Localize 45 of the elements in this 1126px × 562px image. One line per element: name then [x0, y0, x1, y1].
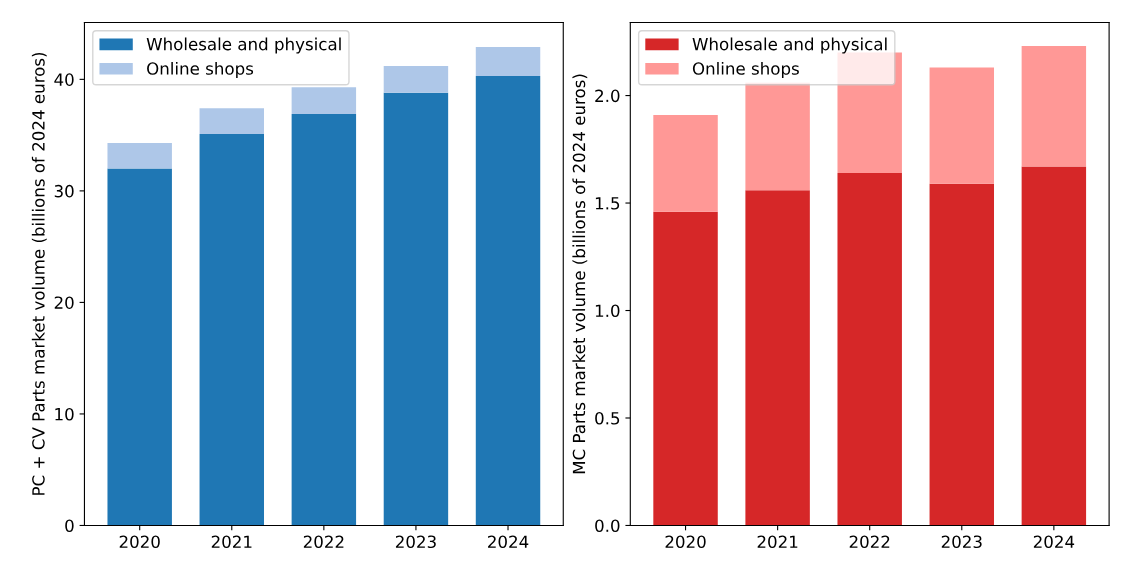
y-tick-label: 1.5: [595, 197, 620, 210]
y-tick-label: 2.0: [595, 89, 620, 103]
bar: [1021, 166, 1087, 526]
x-tick-label: 2023: [941, 535, 982, 549]
bar: [475, 47, 541, 77]
x-tick-label: 2023: [395, 535, 436, 549]
bar: [745, 190, 810, 526]
y-axis-title: PC + CV Parts market volume (billions of 2024 euros): [31, 52, 47, 495]
bar: [291, 113, 357, 526]
x-tick-label: 2021: [757, 535, 798, 549]
y-tick-label: 20: [54, 296, 74, 309]
bar: [199, 134, 264, 526]
bar: [745, 82, 810, 191]
y-tick-label: 40: [54, 73, 74, 86]
y-tick-label: 1.0: [595, 304, 620, 318]
y-tick-label: 10: [55, 407, 74, 421]
x-tick-label: 2024: [1033, 535, 1075, 549]
bar: [929, 67, 995, 184]
y-tick-label: 0: [65, 519, 74, 533]
x-tick-label: 2021: [211, 535, 252, 549]
legend-label: Online shops: [147, 61, 254, 79]
y-axis-title: MC Parts market volume (billions of 2024 euros): [572, 74, 588, 474]
x-tick-label: 2020: [119, 535, 160, 549]
legend-label: Online shops: [692, 61, 799, 79]
x-tick-label: 2022: [849, 535, 890, 549]
bar: [199, 108, 264, 135]
bar: [929, 183, 995, 526]
bar: [107, 168, 172, 526]
bar: [653, 211, 718, 526]
bar: [291, 87, 357, 114]
x-tick-label: 2022: [303, 535, 344, 549]
x-tick-label: 2020: [665, 535, 706, 549]
bar: [653, 114, 718, 212]
bar: [475, 76, 541, 526]
y-tick-label: 0.5: [595, 411, 620, 425]
x-tick-label: 2024: [488, 535, 529, 549]
bar: [383, 65, 449, 93]
bar: [383, 92, 449, 526]
y-tick-label: 0.0: [595, 519, 620, 533]
y-tick-label: 30: [54, 184, 74, 198]
bar: [1021, 46, 1087, 167]
bar: [837, 172, 902, 526]
bar: [107, 142, 172, 169]
legend-label: Wholesale and physical: [146, 37, 341, 54]
legend-label: Wholesale and physical: [692, 37, 887, 54]
